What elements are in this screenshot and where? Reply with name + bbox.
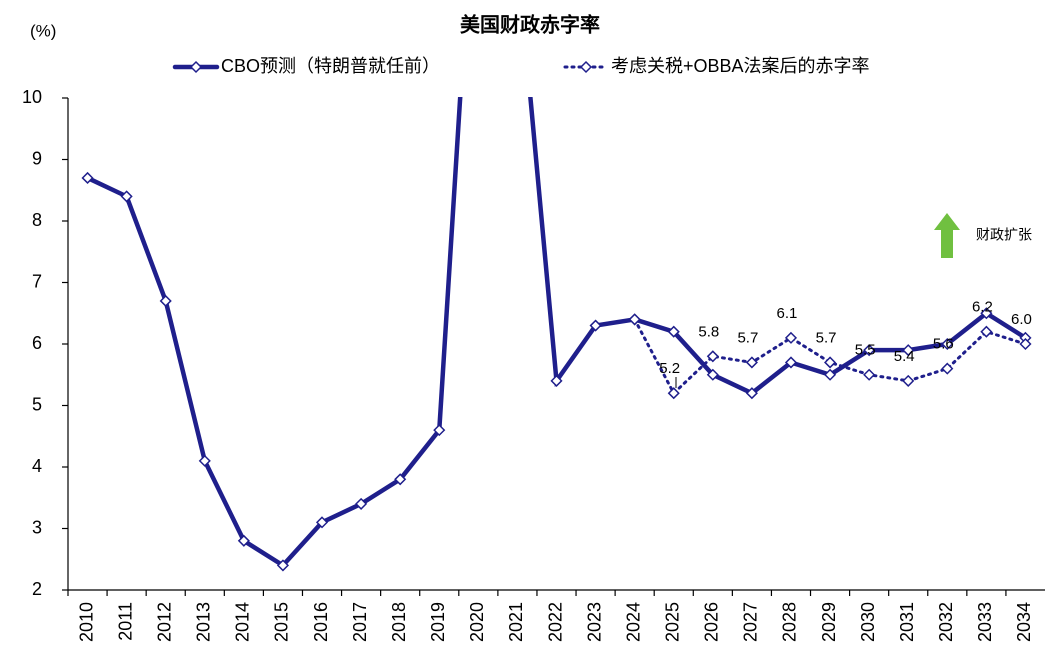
y-tick-label: 5 xyxy=(32,394,42,414)
point-marker xyxy=(355,497,368,510)
point-marker xyxy=(120,190,133,203)
data-label: 5.6 xyxy=(933,336,954,353)
x-tick-label: 2029 xyxy=(819,602,839,642)
point-marker xyxy=(198,454,211,467)
chart-title: 美国财政赤字率 xyxy=(460,12,600,36)
x-tick-label: 2030 xyxy=(858,602,878,642)
point-marker xyxy=(433,424,446,437)
point-marker xyxy=(980,325,993,338)
data-label: 5.8 xyxy=(698,323,719,340)
x-tick-label: 2019 xyxy=(428,602,448,642)
series-line xyxy=(85,97,1028,569)
point-marker xyxy=(863,368,876,381)
point-marker xyxy=(706,368,719,381)
expansion-arrow xyxy=(934,213,960,258)
x-tick-label: 2031 xyxy=(897,602,917,642)
point-marker xyxy=(550,374,563,387)
x-tick-label: 2013 xyxy=(194,602,214,642)
x-tick-label: 2015 xyxy=(272,602,292,642)
x-tick-label: 2022 xyxy=(545,602,565,642)
data-label: 6.2 xyxy=(972,299,993,316)
point-marker xyxy=(159,294,172,308)
point-marker xyxy=(667,387,680,400)
point-marker xyxy=(237,534,250,547)
y-axis-label: (%) xyxy=(30,21,56,40)
point-marker xyxy=(784,331,798,344)
x-tick-label: 2033 xyxy=(975,602,995,642)
point-marker xyxy=(589,319,602,332)
x-tick-label: 2012 xyxy=(154,602,174,642)
x-tick-label: 2010 xyxy=(76,602,96,642)
point-marker xyxy=(706,350,719,363)
point-marker xyxy=(81,171,94,185)
point-marker xyxy=(941,362,954,375)
legend-marker xyxy=(189,60,203,74)
point-marker xyxy=(315,516,329,529)
x-tick-label: 2018 xyxy=(389,602,409,642)
x-tick-label: 2021 xyxy=(506,602,526,642)
x-tick-label: 2020 xyxy=(467,602,487,642)
data-label: 6.0 xyxy=(1011,311,1032,328)
point-marker xyxy=(863,344,876,357)
x-tick-label: 2017 xyxy=(350,602,370,642)
data-label: 5.5 xyxy=(855,342,876,359)
plot-area xyxy=(81,97,1032,572)
x-tick-label: 2034 xyxy=(1014,602,1034,642)
y-tick-label: 4 xyxy=(32,456,42,476)
point-marker xyxy=(823,356,837,369)
point-marker xyxy=(276,559,290,572)
y-tick-label: 10 xyxy=(22,87,42,107)
data-label: 5.4 xyxy=(894,348,915,365)
point-marker xyxy=(745,387,758,400)
point-marker xyxy=(980,307,993,320)
data-label: 5.7 xyxy=(737,329,758,346)
legend-label: 考虑关税+OBBA法案后的赤字率 xyxy=(611,56,870,76)
point-marker xyxy=(1019,337,1032,351)
data-label: 6.1 xyxy=(777,305,798,322)
x-tick-label: 2028 xyxy=(780,602,800,642)
x-tick-label: 2032 xyxy=(936,602,956,642)
point-marker xyxy=(667,325,680,338)
x-tick-label: 2024 xyxy=(623,602,643,642)
annotation: 财政扩张 xyxy=(976,227,1032,243)
point-marker xyxy=(784,356,798,369)
x-tick-label: 2027 xyxy=(741,602,761,642)
data-label: 5.7 xyxy=(816,329,837,346)
y-tick-label: 3 xyxy=(32,517,42,537)
legend-label: CBO预测（特朗普就任前） xyxy=(221,56,440,76)
point-marker xyxy=(941,337,954,351)
y-tick-label: 7 xyxy=(32,271,42,291)
x-tick-label: 2023 xyxy=(584,602,604,642)
point-marker xyxy=(823,368,837,381)
point-marker xyxy=(902,374,915,387)
point-marker xyxy=(745,356,758,369)
legend-marker xyxy=(579,60,593,74)
point-marker xyxy=(628,313,641,326)
data-label: 5.2 xyxy=(659,360,680,377)
y-tick-label: 2 xyxy=(32,579,42,599)
x-tick-label: 2026 xyxy=(702,602,722,642)
x-tick-label: 2014 xyxy=(233,602,253,642)
y-tick-label: 6 xyxy=(32,333,42,353)
x-tick-label: 2011 xyxy=(115,602,135,641)
point-marker xyxy=(394,473,407,486)
y-tick-label: 9 xyxy=(32,148,42,168)
x-tick-label: 2016 xyxy=(311,602,331,642)
point-marker xyxy=(902,344,915,357)
x-tick-label: 2025 xyxy=(662,602,682,642)
y-tick-label: 8 xyxy=(32,210,42,230)
